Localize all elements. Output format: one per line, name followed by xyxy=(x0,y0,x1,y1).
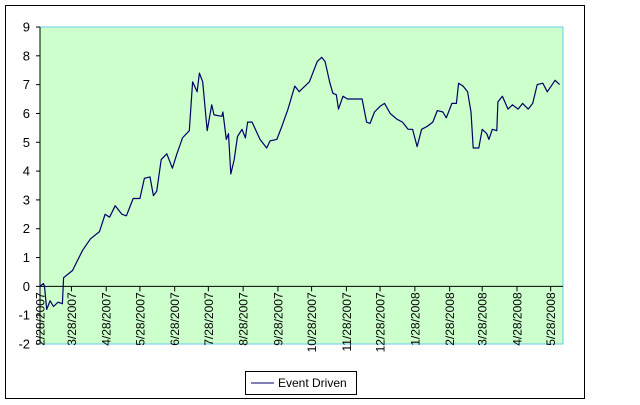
x-tick-label: 12/28/2007 xyxy=(374,292,388,352)
x-tick-label: 8/28/2007 xyxy=(237,292,251,346)
x-tick-label: 5/28/2007 xyxy=(133,292,147,346)
y-tick-label: 2 xyxy=(23,221,30,236)
legend: Event Driven xyxy=(245,371,357,395)
x-tick-label: 11/28/2007 xyxy=(340,292,354,351)
y-tick-label: -1 xyxy=(18,308,30,323)
y-tick-label: 6 xyxy=(23,106,30,121)
y-tick-label: 4 xyxy=(23,164,30,179)
legend-box xyxy=(245,371,357,395)
y-tick-label: 7 xyxy=(23,77,30,92)
x-tick-label: 1/28/2008 xyxy=(408,292,422,346)
x-tick-label: 4/28/2008 xyxy=(510,292,524,346)
y-tick-label: 9 xyxy=(23,20,30,35)
y-axis: -2 -1 0 1 2 3 4 5 6 7 8 9 xyxy=(18,20,41,352)
y-tick-label: 5 xyxy=(23,135,30,150)
y-tick-label: -2 xyxy=(18,337,30,352)
x-tick-label: 3/28/2008 xyxy=(476,292,490,346)
plot-area xyxy=(39,26,564,345)
x-tick-label: 9/28/2007 xyxy=(271,292,285,346)
x-tick-label: 2/28/2007 xyxy=(34,292,48,346)
x-tick-label: 2/28/2008 xyxy=(443,292,457,346)
x-tick-label: 10/28/2007 xyxy=(305,292,319,352)
y-tick-label: 3 xyxy=(23,192,30,207)
series-line-event-driven xyxy=(39,56,561,310)
y-tick-label: 8 xyxy=(23,48,30,63)
y-tick-label: 0 xyxy=(23,279,30,294)
y-tick-label: 1 xyxy=(23,250,30,265)
x-tick-label: 5/28/2008 xyxy=(544,292,558,346)
series-layer xyxy=(39,56,561,310)
x-axis: 2/28/2007 3/28/2007 4/28/2007 5/28/2007 6/28… xyxy=(34,285,563,352)
x-tick-label: 7/28/2007 xyxy=(202,292,216,346)
legend-label-event-driven: Event Driven xyxy=(278,376,347,390)
x-tick-label: 6/28/2007 xyxy=(168,292,182,346)
x-tick-label: 4/28/2007 xyxy=(100,292,114,346)
x-tick-label: 3/28/2007 xyxy=(65,292,79,346)
